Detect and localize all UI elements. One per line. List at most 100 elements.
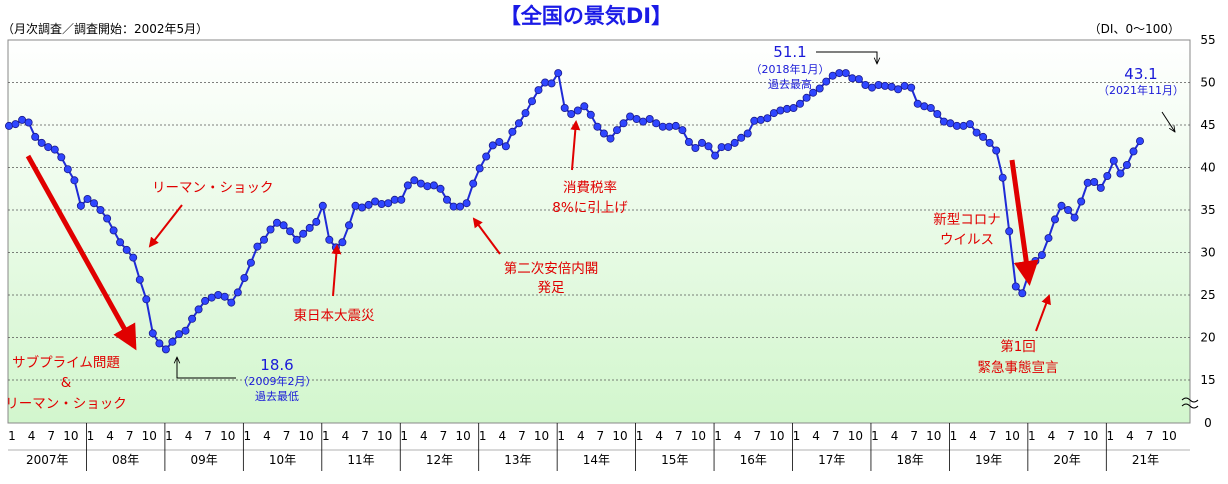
data-point (44, 143, 53, 152)
x-month-tick-label: 7 (47, 429, 55, 443)
data-point (456, 202, 465, 211)
annotation-abe-1: 第二次安倍内閣 (504, 260, 599, 277)
data-point (286, 227, 295, 236)
abe-arrow (472, 217, 501, 255)
data-point (24, 118, 33, 127)
x-month-tick-label: 1 (636, 429, 644, 443)
x-month-tick-label: 7 (832, 429, 840, 443)
data-point (763, 114, 772, 123)
data-point (142, 295, 151, 304)
x-year-label: 17年 (818, 453, 845, 467)
data-point (750, 116, 759, 125)
x-month-tick-label: 4 (28, 429, 36, 443)
chart-title: 【全国の景気DI】 (500, 4, 672, 28)
data-point (397, 195, 406, 204)
x-month-tick-label: 1 (714, 429, 722, 443)
data-point (907, 83, 916, 92)
data-point (841, 69, 850, 78)
annotation-subprime-3: リーマン・ショック (5, 396, 127, 412)
data-point (952, 121, 961, 130)
annotation-quake: 東日本大震災 (294, 308, 375, 324)
gridlines (8, 82, 1190, 381)
data-point (894, 85, 903, 94)
data-point (992, 146, 1001, 155)
tax-arrow (570, 120, 581, 171)
data-point (501, 142, 510, 151)
data-point (155, 339, 164, 348)
data-point (469, 179, 478, 188)
data-point (645, 115, 654, 124)
y-tick-label: 20 (1200, 331, 1215, 345)
data-point (613, 126, 622, 135)
data-point (148, 329, 157, 338)
data-point (1018, 289, 1027, 298)
x-month-tick-label: 7 (675, 429, 683, 443)
data-point (985, 138, 994, 147)
data-point (1077, 197, 1086, 206)
annotation-lehman: リーマン・ショック (152, 180, 274, 196)
x-month-tick-label: 10 (142, 429, 157, 443)
chart-subtitle: （月次調査／調査開始：2002年5月） (2, 22, 208, 36)
data-point (567, 110, 576, 119)
data-point (188, 314, 197, 323)
x-month-tick-label: 7 (126, 429, 134, 443)
last-date: （2021年11月） (1098, 83, 1184, 97)
data-point (665, 122, 674, 131)
data-point (423, 182, 432, 191)
data-point (698, 138, 707, 147)
data-point (926, 104, 935, 113)
last-callout-line (1161, 111, 1175, 132)
y-tick-label: 15 (1200, 373, 1215, 387)
data-point (482, 152, 491, 161)
x-month-tick-label: 1 (793, 429, 801, 443)
data-point (5, 121, 13, 130)
covid-arrow (1009, 159, 1039, 286)
x-month-tick-label: 4 (812, 429, 820, 443)
data-point (305, 223, 314, 232)
data-point (357, 203, 366, 212)
data-point (737, 133, 746, 142)
x-year-label: 21年 (1132, 453, 1159, 467)
data-point (1005, 227, 1014, 236)
data-point (240, 273, 249, 282)
data-point (802, 93, 811, 102)
low-callout-line (177, 357, 236, 379)
y-tick-label: 0 (1204, 416, 1212, 430)
data-point (109, 226, 118, 235)
x-month-tick-label: 4 (1126, 429, 1134, 443)
x-month-tick-label: 7 (204, 429, 212, 443)
data-point (90, 199, 99, 208)
x-month-tick-label: 10 (377, 429, 392, 443)
data-point (161, 345, 170, 354)
low-date: （2009年2月） (238, 374, 317, 388)
data-point (318, 201, 327, 210)
data-point (259, 235, 268, 244)
data-point (521, 109, 530, 118)
x-month-tick-label: 1 (557, 429, 565, 443)
x-month-tick-label: 7 (440, 429, 448, 443)
data-point (96, 205, 105, 214)
annotation-emergency-1: 第1回 (1000, 338, 1036, 355)
data-point (809, 88, 818, 97)
x-year-label: 08年 (112, 453, 139, 467)
data-point (1083, 178, 1092, 187)
x-month-tick-label: 1 (244, 429, 252, 443)
annotation-tax-2: 8%に引上げ (552, 200, 628, 216)
x-year-label: 12年 (426, 453, 453, 467)
data-point (11, 120, 20, 129)
x-month-tick-label: 10 (1005, 429, 1020, 443)
data-point (50, 145, 59, 154)
data-point (488, 141, 497, 150)
x-month-tick-label: 4 (891, 429, 899, 443)
x-month-tick-label: 10 (299, 429, 314, 443)
data-point (1103, 171, 1112, 180)
plot-area (7, 39, 1191, 424)
data-point (593, 122, 602, 131)
data-point (684, 137, 693, 146)
data-point (135, 275, 144, 284)
data-point (822, 77, 831, 86)
subprime-arrow (25, 154, 137, 351)
data-point (122, 245, 131, 254)
x-month-tick-label: 4 (106, 429, 114, 443)
x-month-tick-label: 10 (1083, 429, 1098, 443)
